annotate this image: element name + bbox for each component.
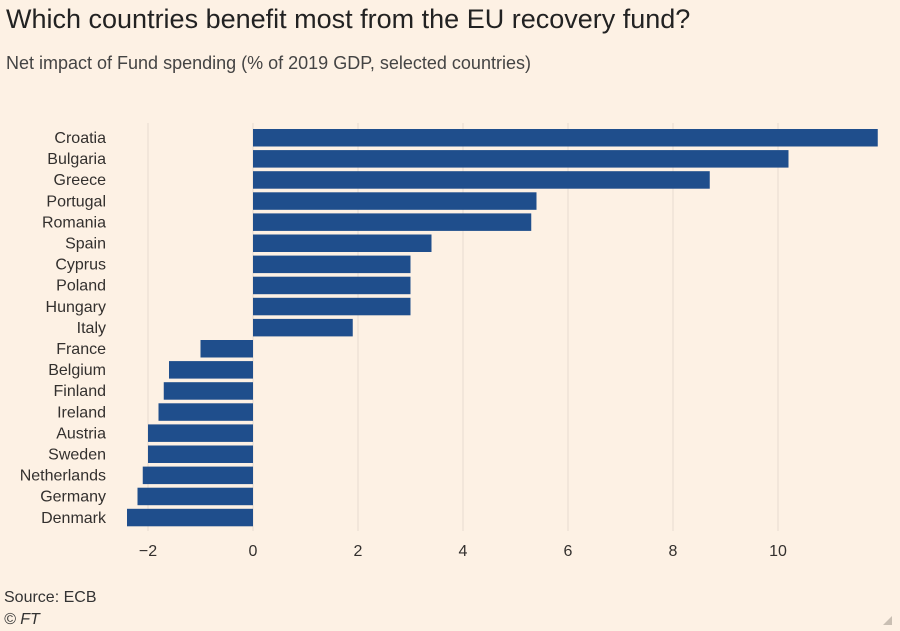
x-axis-ticks: −2 0 2 4 6 8 10 <box>139 543 787 560</box>
category-label-bulgaria: Bulgaria <box>47 151 106 168</box>
category-label-romania: Romania <box>42 214 106 231</box>
category-labels: Croatia Bulgaria Greece Portugal Romania Spai… <box>20 130 107 527</box>
bar-romania <box>253 213 532 231</box>
category-label-italy: Italy <box>77 320 106 337</box>
copyright-credit: © FT <box>4 611 40 628</box>
category-label-poland: Poland <box>56 278 106 295</box>
bar-cyprus <box>253 255 411 274</box>
x-tick-label: −2 <box>139 543 157 560</box>
bar-italy <box>253 318 353 337</box>
x-tick-label: 4 <box>459 543 468 560</box>
category-label-ireland: Ireland <box>57 404 106 421</box>
category-label-hungary: Hungary <box>46 299 106 316</box>
category-label-cyprus: Cyprus <box>55 257 106 274</box>
bar-hungary <box>253 297 411 316</box>
bar-finland <box>163 382 253 400</box>
x-tick-label: 0 <box>249 543 258 560</box>
bar-croatia <box>253 129 878 147</box>
category-label-sweden: Sweden <box>48 447 106 464</box>
category-label-spain: Spain <box>65 236 106 253</box>
bar-netherlands <box>142 466 253 485</box>
x-tick-label: 2 <box>354 543 363 560</box>
bar-sweden <box>148 445 253 463</box>
bars <box>127 129 878 527</box>
bar-bulgaria <box>253 150 789 168</box>
bar-germany <box>137 487 253 506</box>
category-label-croatia: Croatia <box>54 130 106 147</box>
category-label-austria: Austria <box>56 425 106 442</box>
resize-handle-icon <box>883 616 892 625</box>
x-tick-label: 6 <box>564 543 573 560</box>
chart-subtitle: Net impact of Fund spending (% of 2019 G… <box>6 53 531 73</box>
bar-spain <box>253 234 432 252</box>
category-label-denmark: Denmark <box>41 510 107 527</box>
category-label-france: France <box>56 341 106 358</box>
category-label-portugal: Portugal <box>46 193 106 210</box>
source-note: Source: ECB <box>4 589 97 606</box>
category-label-greece: Greece <box>54 172 107 189</box>
category-label-finland: Finland <box>54 383 106 400</box>
bar-belgium <box>169 361 253 379</box>
x-tick-label: 10 <box>769 543 787 560</box>
bar-austria <box>148 424 253 442</box>
bar-greece <box>253 171 710 189</box>
x-tick-label: 8 <box>669 543 678 560</box>
bar-denmark <box>127 508 253 527</box>
bar-poland <box>253 276 411 295</box>
category-label-germany: Germany <box>40 489 106 506</box>
category-label-netherlands: Netherlands <box>20 468 106 485</box>
bar-france <box>200 340 253 358</box>
chart-title: Which countries benefit most from the EU… <box>6 4 691 34</box>
category-label-belgium: Belgium <box>48 362 106 379</box>
bar-portugal <box>253 192 537 210</box>
bar-ireland <box>158 403 253 421</box>
